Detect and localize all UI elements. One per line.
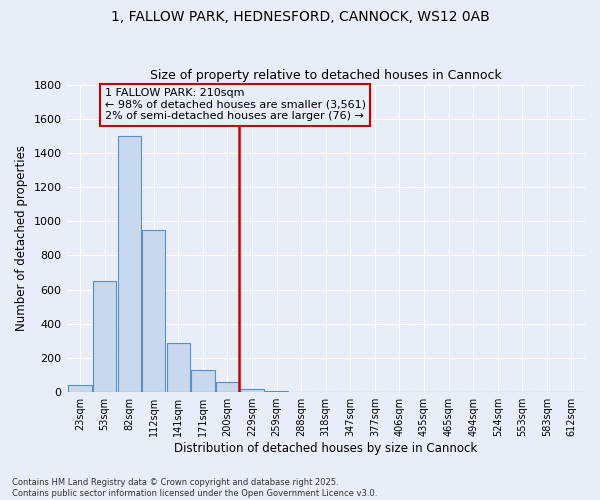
Bar <box>93 281 116 392</box>
Bar <box>167 342 190 392</box>
Bar <box>142 230 166 392</box>
Y-axis label: Number of detached properties: Number of detached properties <box>15 146 28 332</box>
X-axis label: Distribution of detached houses by size in Cannock: Distribution of detached houses by size … <box>174 442 478 455</box>
Bar <box>118 136 141 392</box>
Bar <box>216 382 239 392</box>
Bar <box>241 389 264 392</box>
Bar <box>191 370 215 392</box>
Text: 1 FALLOW PARK: 210sqm
← 98% of detached houses are smaller (3,561)
2% of semi-de: 1 FALLOW PARK: 210sqm ← 98% of detached … <box>104 88 365 121</box>
Text: Contains HM Land Registry data © Crown copyright and database right 2025.
Contai: Contains HM Land Registry data © Crown c… <box>12 478 377 498</box>
Title: Size of property relative to detached houses in Cannock: Size of property relative to detached ho… <box>150 69 502 82</box>
Bar <box>68 386 92 392</box>
Text: 1, FALLOW PARK, HEDNESFORD, CANNOCK, WS12 0AB: 1, FALLOW PARK, HEDNESFORD, CANNOCK, WS1… <box>110 10 490 24</box>
